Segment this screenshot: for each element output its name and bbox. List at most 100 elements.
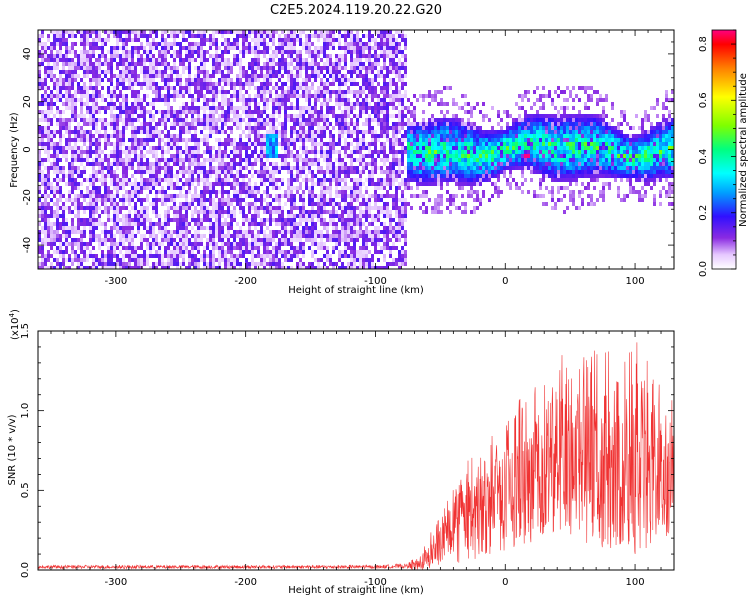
heatmap-cell — [146, 66, 149, 70]
heatmap-cell — [116, 86, 119, 90]
heatmap-cell — [56, 162, 59, 166]
heatmap-cell — [176, 94, 179, 98]
heatmap-cell — [230, 94, 233, 98]
heatmap-cell — [101, 42, 104, 46]
heatmap-cell — [368, 142, 371, 146]
heatmap-cell — [284, 70, 287, 74]
heatmap-cell — [317, 242, 320, 246]
heatmap-cell — [359, 158, 362, 162]
heatmap-cell — [224, 178, 227, 182]
heatmap-cell — [344, 206, 347, 210]
heatmap-cell — [245, 182, 248, 186]
heatmap-cell — [332, 234, 335, 238]
heatmap-cell — [197, 222, 200, 226]
heatmap-cell — [152, 74, 155, 78]
heatmap-cell — [134, 186, 137, 190]
heatmap-cell — [353, 234, 356, 238]
heatmap-cell — [134, 134, 137, 138]
heatmap-cell — [131, 206, 134, 210]
heatmap-cell — [149, 166, 152, 170]
heatmap-cell — [167, 134, 170, 138]
heatmap-cell — [134, 106, 137, 110]
heatmap-cell — [356, 126, 359, 130]
heatmap-cell — [356, 142, 359, 146]
heatmap-cell — [92, 126, 95, 130]
heatmap-cell — [209, 254, 212, 258]
heatmap-cell — [92, 174, 95, 178]
heatmap-cell — [200, 194, 203, 198]
heatmap-cell — [227, 66, 230, 70]
heatmap-cell — [110, 126, 113, 130]
heatmap-cell — [326, 98, 329, 102]
heatmap-cell — [293, 202, 296, 206]
heatmap-cell — [68, 62, 71, 66]
heatmap-cell — [257, 130, 260, 134]
heatmap-cell — [239, 134, 242, 138]
heatmap-cell — [329, 30, 332, 34]
heatmap-cell — [200, 198, 203, 202]
heatmap-cell — [350, 198, 353, 202]
heatmap-cell — [62, 214, 65, 218]
heatmap-cell — [119, 30, 122, 34]
heatmap-cell — [113, 174, 116, 178]
heatmap-cell — [176, 138, 179, 142]
heatmap-cell — [263, 106, 266, 110]
heatmap-cell — [77, 198, 80, 202]
heatmap-cell — [206, 226, 209, 230]
heatmap-cell — [209, 226, 212, 230]
heatmap-cell — [311, 230, 314, 234]
heatmap-cell — [215, 86, 218, 90]
heatmap-cell — [65, 222, 68, 226]
heatmap-cell — [245, 46, 248, 50]
heatmap-cell — [284, 130, 287, 134]
heatmap-cell — [116, 154, 119, 158]
heatmap-cell — [317, 90, 320, 94]
heatmap-cell — [80, 134, 83, 138]
heatmap-cell — [59, 90, 62, 94]
heatmap-cell — [248, 42, 251, 46]
heatmap-cell — [296, 38, 299, 42]
heatmap-cell — [206, 206, 209, 210]
heatmap-cell — [239, 90, 242, 94]
heatmap-cell — [59, 42, 62, 46]
heatmap-cell — [110, 90, 113, 94]
heatmap-cell — [188, 186, 191, 190]
heatmap-cell — [275, 102, 278, 106]
heatmap-cell — [341, 134, 344, 138]
heatmap-cell — [146, 54, 149, 58]
heatmap-cell — [203, 50, 206, 54]
heatmap-cell — [140, 42, 143, 46]
heatmap-cell — [362, 222, 365, 226]
heatmap-cell — [329, 82, 332, 86]
heatmap-cell — [176, 222, 179, 226]
heatmap-cell — [308, 214, 311, 218]
heatmap-cell — [143, 214, 146, 218]
heatmap-cell — [101, 122, 104, 126]
heatmap-cell — [326, 266, 329, 269]
heatmap-cell — [92, 254, 95, 258]
heatmap-cell — [98, 94, 101, 98]
heatmap-cell — [344, 242, 347, 246]
heatmap-cell — [251, 74, 254, 78]
heatmap-cell — [290, 178, 293, 182]
heatmap-cell — [128, 154, 131, 158]
heatmap-cell — [239, 50, 242, 54]
heatmap-cell — [251, 202, 254, 206]
heatmap-cell — [290, 238, 293, 242]
heatmap-cell — [236, 82, 239, 86]
heatmap-cell — [152, 114, 155, 118]
heatmap-cell — [56, 186, 59, 190]
heatmap-cell — [356, 54, 359, 58]
heatmap-cell — [209, 34, 212, 38]
heatmap-cell — [44, 218, 47, 222]
heatmap-cell — [122, 126, 125, 130]
heatmap-cell — [59, 146, 62, 150]
heatmap-cell — [191, 146, 194, 150]
heatmap-cell — [323, 90, 326, 94]
heatmap-cell — [170, 54, 173, 58]
heatmap-cell — [62, 206, 65, 210]
heatmap-cell — [164, 78, 167, 82]
heatmap-cell — [224, 170, 227, 174]
heatmap-cell — [353, 230, 356, 234]
heatmap-cell — [263, 46, 266, 50]
